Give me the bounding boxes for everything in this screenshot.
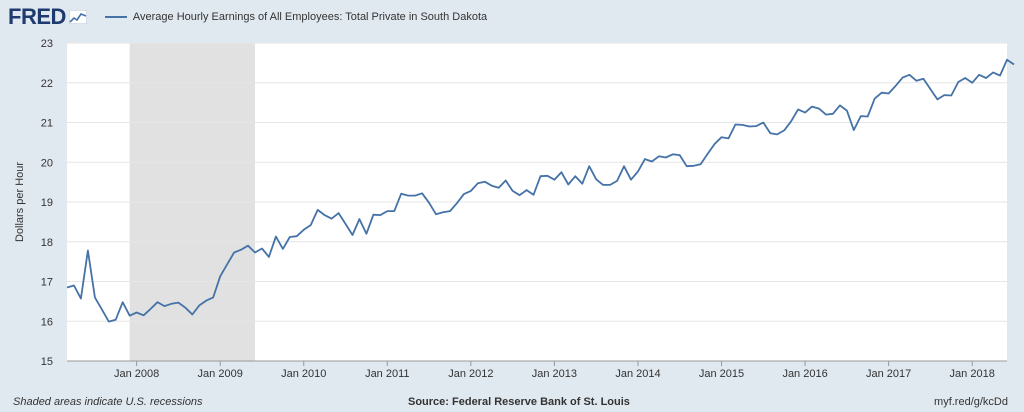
x-tick-label: Jan 2013 (532, 368, 577, 380)
x-tick-label: Jan 2011 (365, 368, 409, 380)
x-tick-label: Jan 2010 (281, 368, 326, 380)
x-tick-label: Jan 2016 (782, 368, 827, 380)
x-tick-label: Jan 2017 (866, 368, 911, 380)
x-tick-label: Jan 2009 (198, 368, 243, 380)
y-tick-label: 20 (41, 157, 53, 169)
y-tick-label: 22 (41, 78, 53, 90)
y-tick-label: 18 (41, 237, 53, 249)
fred-logo[interactable]: FRED (8, 4, 66, 29)
x-tick-label: Jan 2015 (699, 368, 744, 380)
y-tick-label: 17 (41, 277, 53, 289)
fred-logo-graph-icon (68, 10, 87, 24)
series-line (66, 58, 1015, 323)
y-axis-label: Dollars per Hour (14, 162, 26, 242)
x-tick-label: Jan 2014 (615, 368, 660, 380)
y-tick-label: 21 (41, 118, 53, 130)
x-tick-label: Jan 2012 (448, 368, 493, 380)
y-tick-label: 23 (41, 38, 53, 50)
y-tick-label: 16 (41, 316, 53, 328)
x-tick-label: Jan 2018 (950, 368, 995, 380)
legend: Average Hourly Earnings of All Employees… (104, 11, 488, 23)
x-tick-label: Jan 2008 (114, 368, 159, 380)
legend-label: Average Hourly Earnings of All Employees… (132, 11, 488, 23)
source-credit: Source: Federal Reserve Bank of St. Loui… (408, 396, 630, 408)
y-tick-label: 15 (41, 356, 53, 368)
recession-note: Shaded areas indicate U.S. recessions (13, 396, 203, 408)
chart-header: FRED Average Hourly Earnings of All Empl… (8, 4, 487, 30)
tick-layer: 15 16 17 18 19 20 21 22 23 Jan 2008 Jan 2009 Jan 20… (41, 38, 995, 380)
y-tick-label: 19 (41, 197, 53, 209)
short-link[interactable]: myf.red/g/kcDd (934, 396, 1008, 408)
series-layer (66, 58, 1015, 323)
legend-swatch (104, 16, 127, 18)
